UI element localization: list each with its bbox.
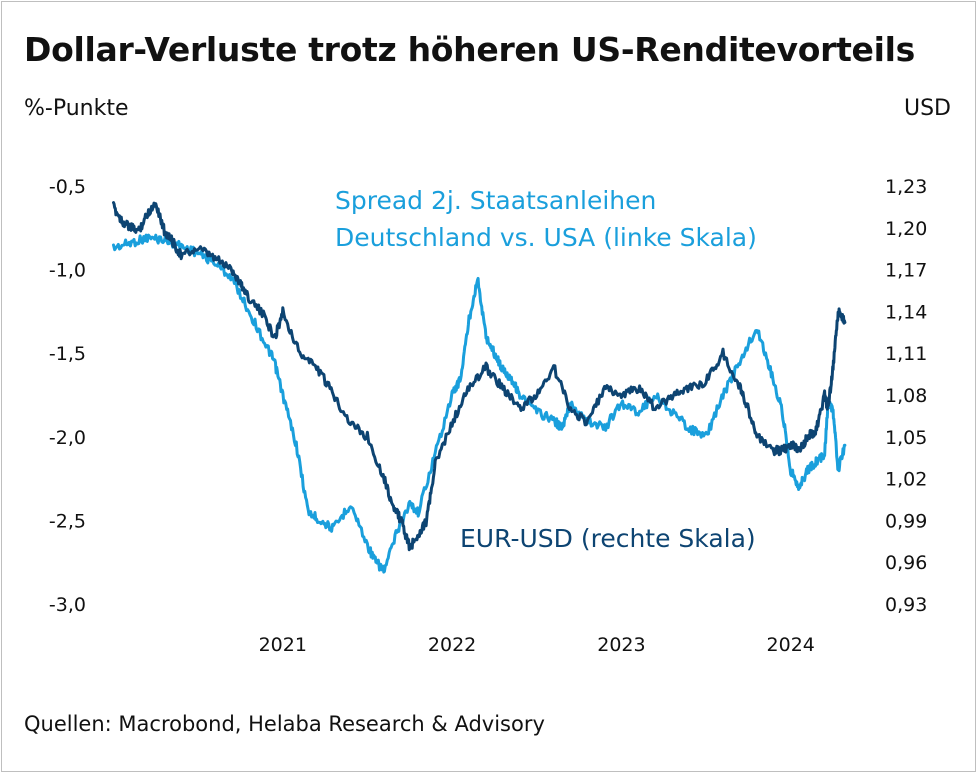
series-lines	[112, 201, 847, 574]
x-tick-label: 2024	[767, 634, 815, 656]
right-tick-label: 0,96	[885, 552, 927, 574]
left-axis-unit: %-Punkte	[24, 96, 129, 121]
spread-series-line	[112, 233, 847, 574]
left-tick-label: -2,5	[49, 510, 86, 532]
left-tick-label: -3,0	[49, 594, 86, 616]
right-tick-label: 1,08	[885, 385, 927, 407]
chart-title: Dollar-Verluste trotz höheren US-Rendite…	[24, 30, 915, 69]
eurusd-series-line	[112, 201, 847, 552]
right-tick-label: 0,93	[885, 594, 927, 616]
right-tick-label: 1,14	[885, 301, 927, 323]
x-tick-label: 2021	[259, 634, 307, 656]
eurusd-series-label: EUR-USD (rechte Skala)	[460, 524, 756, 553]
right-tick-label: 1,05	[885, 427, 927, 449]
right-tick-label: 1,23	[885, 176, 927, 198]
right-tick-label: 1,17	[885, 260, 927, 282]
source-note: Quellen: Macrobond, Helaba Research & Ad…	[24, 712, 545, 736]
spread-series-label-line2: Deutschland vs. USA (linke Skala)	[335, 223, 757, 252]
x-tick-label: 2022	[428, 634, 476, 656]
spread-series-label-line1: Spread 2j. Staatsanleihen	[335, 186, 656, 215]
x-axis-ticks: 2021 2022 2023 2024	[259, 634, 815, 656]
left-tick-label: -1,5	[49, 343, 86, 365]
left-tick-label: -0,5	[49, 176, 86, 198]
right-axis-unit: USD	[903, 96, 951, 121]
right-tick-label: 1,11	[885, 343, 927, 365]
right-axis-ticks: 1,23 1,20 1,17 1,14 1,11 1,08 1,05 1,02 0,99 0,96…	[885, 176, 927, 616]
x-tick-label: 2023	[597, 634, 645, 656]
left-tick-label: -1,0	[49, 260, 86, 282]
left-axis-ticks: -0,5 -1,0 -1,5 -2,0 -2,5 -3,0	[49, 176, 86, 616]
right-tick-label: 1,20	[885, 218, 927, 240]
right-tick-label: 0,99	[885, 510, 927, 532]
right-tick-label: 1,02	[885, 469, 927, 491]
left-tick-label: -2,0	[49, 427, 86, 449]
